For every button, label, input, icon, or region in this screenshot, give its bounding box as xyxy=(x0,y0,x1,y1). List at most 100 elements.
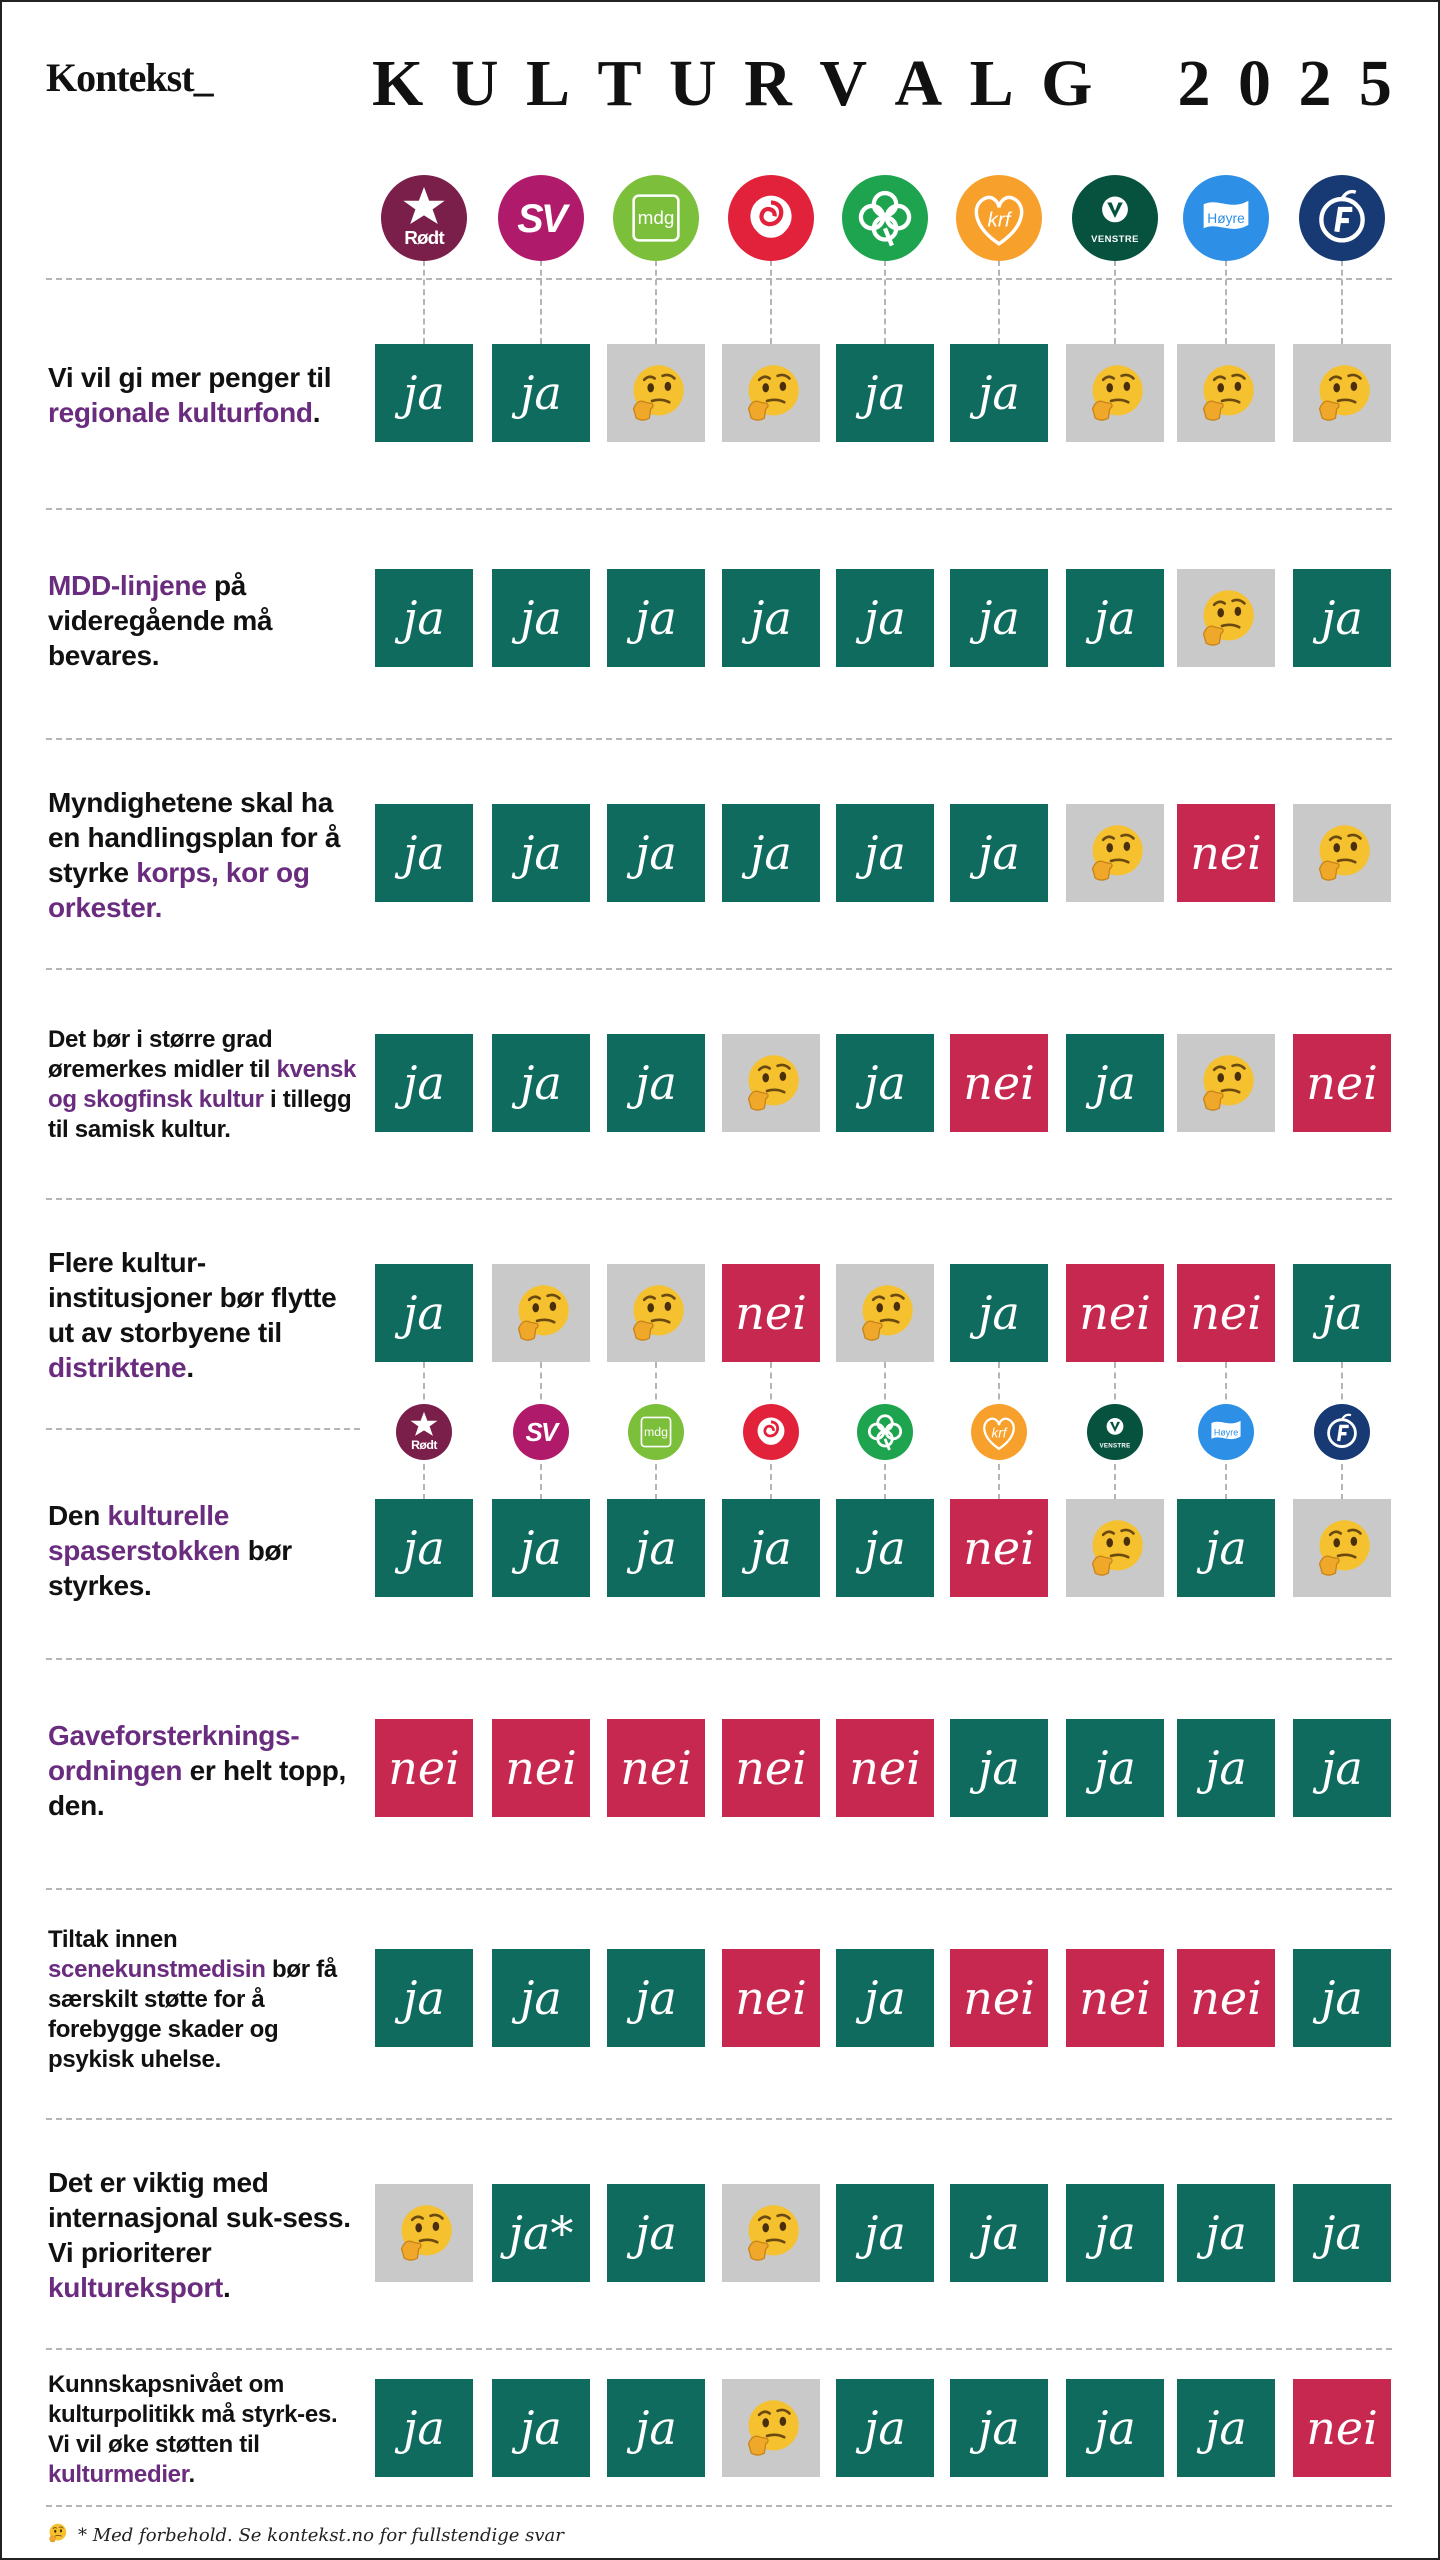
question-text: Gaveforsterknings-ordningen er helt topp… xyxy=(48,1705,358,1835)
title-letter: K xyxy=(372,47,424,120)
thinking-face-icon xyxy=(747,365,799,421)
answer-label: ja xyxy=(978,826,1020,880)
answer-cell-ja: ja xyxy=(1066,1034,1164,1132)
column-guide xyxy=(770,1464,772,1500)
answer-label: ja xyxy=(635,2401,677,2455)
answer-cell-ja: ja* xyxy=(492,2184,590,2282)
answer-label: ja xyxy=(864,826,906,880)
answer-cell-ja: ja xyxy=(375,569,473,667)
answer-cell-ja: ja xyxy=(950,804,1048,902)
answer-cell-ja: ja xyxy=(836,1034,934,1132)
question-fragment: Den xyxy=(48,1499,108,1531)
question-fragment: Myndighetene skal ha en handlingsplan fo… xyxy=(48,787,341,888)
party-logo-frp xyxy=(1299,175,1385,261)
answer-label: ja xyxy=(864,366,906,420)
column-guide xyxy=(540,1464,542,1500)
answer-cell-maybe xyxy=(492,1264,590,1362)
svg-text:VENSTRE: VENSTRE xyxy=(1091,234,1139,245)
party-logo-sv: SV xyxy=(498,175,584,261)
answer-label: ja xyxy=(978,2206,1020,2260)
question-fragment: Kunnskapsnivået om kulturpolitikk må sty… xyxy=(48,2371,338,2458)
svg-text:mdg: mdg xyxy=(638,208,675,229)
svg-text:SV: SV xyxy=(517,197,571,241)
thinking-face-icon xyxy=(1091,825,1143,881)
answer-cell-ja: ja xyxy=(375,1949,473,2047)
answer-cell-ja: ja xyxy=(375,1499,473,1597)
row-divider xyxy=(46,1428,360,1430)
question-fragment: bør få særskilt støtte for å forebygge s… xyxy=(48,1956,337,2073)
column-guide xyxy=(998,1464,1000,1500)
title-letter: A xyxy=(894,47,943,120)
title-letter: G xyxy=(1041,47,1093,120)
answer-label: nei xyxy=(735,1286,807,1340)
answer-cell-ja: ja xyxy=(1293,569,1391,667)
question-highlight: kulturmedier xyxy=(48,2461,189,2488)
answer-label: ja xyxy=(403,2401,445,2455)
answer-label: ja xyxy=(520,2401,562,2455)
answer-label: nei xyxy=(1190,1286,1262,1340)
answer-cell-maybe xyxy=(1177,344,1275,442)
party-logo-sv: SV xyxy=(513,1404,569,1460)
column-guide xyxy=(1341,260,1343,344)
answer-label: nei xyxy=(1306,2401,1378,2455)
question-text: Den kulturelle spaserstokken bør styrkes… xyxy=(48,1485,358,1615)
question-text: Vi vil gi mer penger til regionale kultu… xyxy=(48,330,358,460)
answer-cell-maybe xyxy=(722,2184,820,2282)
thinking-face-icon xyxy=(1091,1520,1143,1576)
thinking-face-icon xyxy=(1202,365,1254,421)
answer-cell-ja: ja xyxy=(836,2184,934,2282)
question-body: Kunnskapsnivået om kulturpolitikk må sty… xyxy=(48,2370,358,2490)
answer-cell-ja: ja xyxy=(950,569,1048,667)
question-body: Gaveforsterknings-ordningen er helt topp… xyxy=(48,1718,358,1823)
answer-cell-maybe xyxy=(722,344,820,442)
answer-cell-ja: ja xyxy=(607,1034,705,1132)
thinking-face-icon xyxy=(517,1285,569,1341)
answer-cell-ja: ja xyxy=(836,2379,934,2477)
answer-label: ja xyxy=(403,1971,445,2025)
row-divider xyxy=(46,2118,1392,2120)
party-logo-mdg: mdg xyxy=(628,1404,684,1460)
answer-label: ja xyxy=(520,1521,562,1575)
thinking-face-icon xyxy=(861,1285,913,1341)
answer-cell-ja: ja xyxy=(607,1949,705,2047)
answer-cell-nei: nei xyxy=(492,1719,590,1817)
answer-cell-ja: ja xyxy=(1293,1719,1391,1817)
question-fragment: . xyxy=(186,1352,194,1383)
column-guide xyxy=(540,1362,542,1410)
answer-label: ja xyxy=(635,2206,677,2260)
question-text: Myndighetene skal ha en handlingsplan fo… xyxy=(48,770,358,940)
answer-label: ja xyxy=(635,826,677,880)
answer-cell-ja: ja xyxy=(1177,1719,1275,1817)
thinking-face-icon xyxy=(400,2205,452,2261)
question-fragment: . xyxy=(312,397,321,428)
question-highlight: distriktene xyxy=(48,1352,187,1383)
answer-cell-ja: ja xyxy=(836,344,934,442)
column-guide xyxy=(655,1464,657,1500)
question-text: Det er viktig med internasjonal suk-sess… xyxy=(48,2165,358,2305)
answer-label: ja xyxy=(1094,591,1136,645)
question-highlight: MDD-linjene xyxy=(48,569,207,601)
answer-cell-ja: ja xyxy=(722,804,820,902)
answer-cell-ja: ja xyxy=(1066,2184,1164,2282)
column-guide xyxy=(423,260,425,344)
row-divider xyxy=(46,968,1392,970)
answer-cell-ja: ja xyxy=(722,1499,820,1597)
column-guide xyxy=(540,260,542,344)
answer-label: nei xyxy=(505,1741,577,1795)
answer-cell-nei: nei xyxy=(722,1719,820,1817)
party-logo-sp xyxy=(857,1404,913,1460)
row-divider xyxy=(46,1888,1392,1890)
answer-cell-maybe xyxy=(1293,344,1391,442)
title-letter: 2 xyxy=(1177,47,1211,120)
question-fragment: Vi vil gi mer penger til xyxy=(48,362,332,393)
answer-label: ja xyxy=(1205,2401,1247,2455)
answer-label: ja xyxy=(864,1056,906,1110)
svg-text:Høyre: Høyre xyxy=(1207,211,1245,226)
answer-label: ja xyxy=(635,591,677,645)
answer-cell-ja: ja xyxy=(836,1949,934,2047)
answer-cell-ja: ja xyxy=(375,344,473,442)
svg-text:krf: krf xyxy=(988,209,1013,232)
answer-cell-nei: nei xyxy=(1066,1949,1164,2047)
thinking-face-icon xyxy=(747,2205,799,2261)
party-logo-hoyre: Høyre xyxy=(1183,175,1269,261)
